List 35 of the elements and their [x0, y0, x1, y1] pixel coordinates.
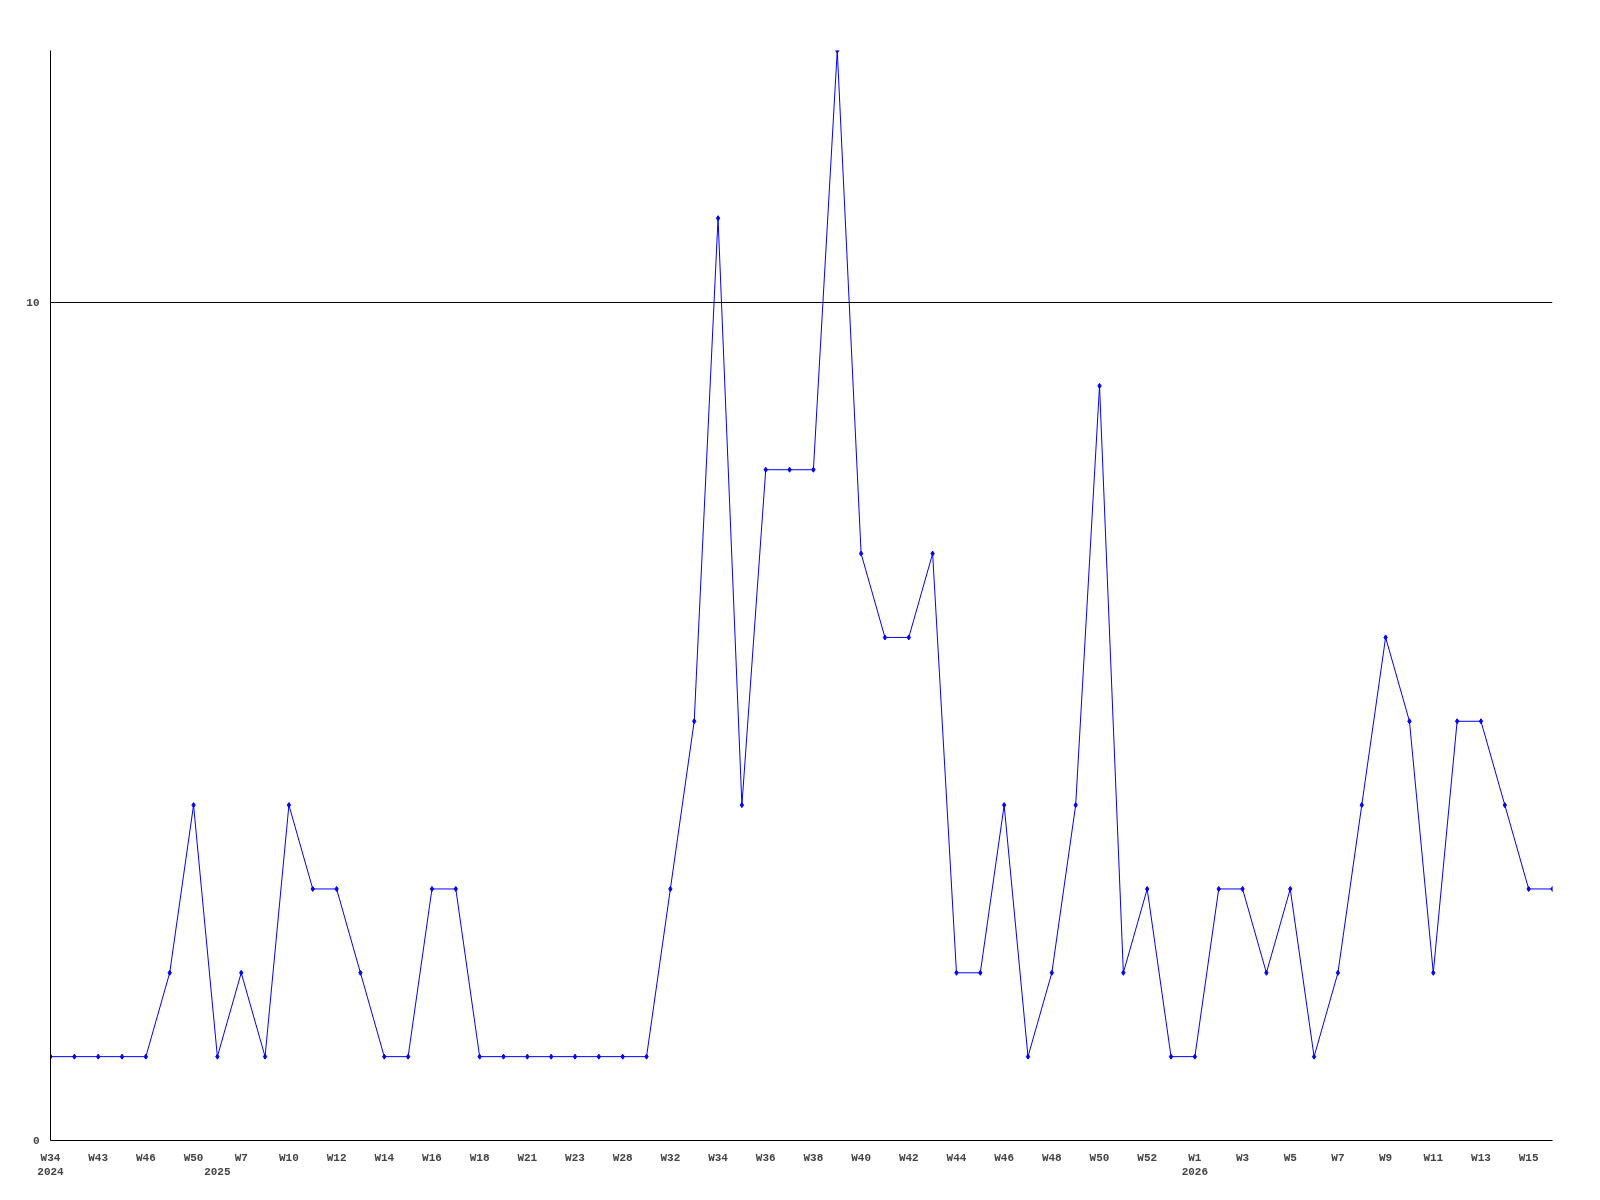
- x-tick-label: W46: [994, 1151, 1015, 1164]
- x-tick-label: W3: [1235, 1151, 1250, 1164]
- x-tick-label: W18: [469, 1151, 490, 1164]
- x-tick-label: W52: [1137, 1151, 1158, 1164]
- x-tick-label: W10: [279, 1151, 299, 1164]
- x-tick-label: W9: [1379, 1151, 1393, 1164]
- y-tick-label: 0: [32, 1135, 40, 1147]
- x-tick-label: W7: [234, 1151, 248, 1164]
- x-tick-label: W13: [1471, 1151, 1492, 1164]
- x-tick-label: W11: [1423, 1151, 1444, 1164]
- x-tick-label: W43: [88, 1151, 109, 1164]
- x-tick-label: W15: [1518, 1151, 1539, 1164]
- x-tick-label: W12: [326, 1151, 347, 1164]
- x-tick-label: W48: [1041, 1151, 1063, 1164]
- x-tick-label: W28: [612, 1151, 633, 1164]
- y-tick-label: 10: [26, 296, 40, 309]
- x-tick-label: W21: [517, 1151, 538, 1164]
- x-tick-label: W34: [708, 1151, 729, 1164]
- x-tick-label: W40: [851, 1151, 872, 1164]
- x-tick-label: 2025: [204, 1165, 231, 1178]
- x-tick-label: W50: [1089, 1151, 1110, 1164]
- x-tick-label: W32: [660, 1151, 681, 1164]
- x-tick-label: W23: [565, 1151, 586, 1164]
- x-tick-label: W44: [946, 1151, 967, 1164]
- x-tick-label: W14: [374, 1151, 395, 1164]
- x-tick-label: W38: [803, 1151, 824, 1164]
- x-tick-label: W50: [183, 1151, 204, 1164]
- x-tick-label: W42: [898, 1151, 919, 1164]
- x-tick-label: W7: [1331, 1151, 1345, 1164]
- x-tick-label: W46: [135, 1151, 156, 1164]
- x-tick-label: W36: [755, 1151, 776, 1164]
- x-tick-label: W5: [1283, 1151, 1298, 1164]
- x-tick-label: W16: [422, 1151, 442, 1164]
- x-tick-label: W1 2026: [1181, 1151, 1209, 1178]
- x-tick-label: W34 2024: [37, 1151, 65, 1178]
